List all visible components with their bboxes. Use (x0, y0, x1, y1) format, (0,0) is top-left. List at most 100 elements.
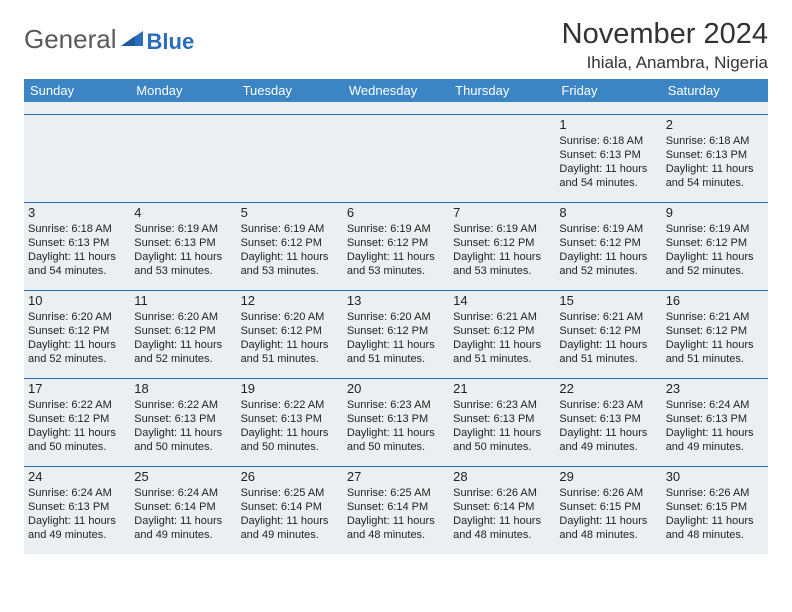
calendar-cell (343, 114, 449, 202)
sunset-line: Sunset: 6:13 PM (559, 412, 657, 426)
day-number: 28 (453, 469, 551, 486)
day-number: 13 (347, 293, 445, 310)
daylight-line: Daylight: 11 hours and 51 minutes. (347, 338, 445, 366)
calendar-cell: 10Sunrise: 6:20 AMSunset: 6:12 PMDayligh… (24, 290, 130, 378)
day-of-week-row: SundayMondayTuesdayWednesdayThursdayFrid… (24, 79, 768, 102)
dow-header: Monday (130, 79, 236, 102)
sunset-line: Sunset: 6:13 PM (453, 412, 551, 426)
daylight-line: Daylight: 11 hours and 53 minutes. (453, 250, 551, 278)
calendar-cell: 29Sunrise: 6:26 AMSunset: 6:15 PMDayligh… (555, 466, 661, 554)
calendar-cell: 9Sunrise: 6:19 AMSunset: 6:12 PMDaylight… (662, 202, 768, 290)
day-number: 5 (241, 205, 339, 222)
title-block: November 2024 Ihiala, Anambra, Nigeria (562, 18, 768, 73)
sunset-line: Sunset: 6:13 PM (559, 148, 657, 162)
daylight-line: Daylight: 11 hours and 48 minutes. (453, 514, 551, 542)
daylight-line: Daylight: 11 hours and 48 minutes. (347, 514, 445, 542)
calendar-cell: 18Sunrise: 6:22 AMSunset: 6:13 PMDayligh… (130, 378, 236, 466)
day-number: 6 (347, 205, 445, 222)
sunrise-line: Sunrise: 6:19 AM (453, 222, 551, 236)
sunrise-line: Sunrise: 6:24 AM (666, 398, 764, 412)
calendar-cell: 19Sunrise: 6:22 AMSunset: 6:13 PMDayligh… (237, 378, 343, 466)
sunrise-line: Sunrise: 6:26 AM (453, 486, 551, 500)
sunset-line: Sunset: 6:14 PM (453, 500, 551, 514)
sunset-line: Sunset: 6:12 PM (28, 412, 126, 426)
sunrise-line: Sunrise: 6:22 AM (28, 398, 126, 412)
calendar-cell (24, 114, 130, 202)
sunset-line: Sunset: 6:13 PM (241, 412, 339, 426)
sunset-line: Sunset: 6:12 PM (453, 324, 551, 338)
daylight-line: Daylight: 11 hours and 50 minutes. (347, 426, 445, 454)
day-number: 17 (28, 381, 126, 398)
daylight-line: Daylight: 11 hours and 49 minutes. (241, 514, 339, 542)
brand-logo: General Blue (24, 24, 194, 55)
brand-part2: Blue (147, 29, 195, 55)
calendar-cell: 4Sunrise: 6:19 AMSunset: 6:13 PMDaylight… (130, 202, 236, 290)
calendar-row: 1Sunrise: 6:18 AMSunset: 6:13 PMDaylight… (24, 114, 768, 202)
day-number: 3 (28, 205, 126, 222)
calendar-cell: 1Sunrise: 6:18 AMSunset: 6:13 PMDaylight… (555, 114, 661, 202)
day-number: 11 (134, 293, 232, 310)
daylight-line: Daylight: 11 hours and 54 minutes. (559, 162, 657, 190)
daylight-line: Daylight: 11 hours and 48 minutes. (666, 514, 764, 542)
daylight-line: Daylight: 11 hours and 48 minutes. (559, 514, 657, 542)
sunrise-line: Sunrise: 6:19 AM (666, 222, 764, 236)
daylight-line: Daylight: 11 hours and 49 minutes. (28, 514, 126, 542)
calendar-cell: 24Sunrise: 6:24 AMSunset: 6:13 PMDayligh… (24, 466, 130, 554)
sunrise-line: Sunrise: 6:22 AM (134, 398, 232, 412)
calendar-cell: 13Sunrise: 6:20 AMSunset: 6:12 PMDayligh… (343, 290, 449, 378)
sunrise-line: Sunrise: 6:21 AM (666, 310, 764, 324)
day-number: 25 (134, 469, 232, 486)
calendar-cell (130, 114, 236, 202)
sunset-line: Sunset: 6:15 PM (666, 500, 764, 514)
day-number: 26 (241, 469, 339, 486)
daylight-line: Daylight: 11 hours and 51 minutes. (453, 338, 551, 366)
sunrise-line: Sunrise: 6:23 AM (347, 398, 445, 412)
daylight-line: Daylight: 11 hours and 52 minutes. (666, 250, 764, 278)
day-number: 20 (347, 381, 445, 398)
day-number: 12 (241, 293, 339, 310)
day-number: 14 (453, 293, 551, 310)
sunrise-line: Sunrise: 6:23 AM (453, 398, 551, 412)
sunset-line: Sunset: 6:12 PM (666, 236, 764, 250)
sunset-line: Sunset: 6:12 PM (28, 324, 126, 338)
dow-header: Wednesday (343, 79, 449, 102)
calendar-cell: 14Sunrise: 6:21 AMSunset: 6:12 PMDayligh… (449, 290, 555, 378)
daylight-line: Daylight: 11 hours and 50 minutes. (241, 426, 339, 454)
calendar-cell: 21Sunrise: 6:23 AMSunset: 6:13 PMDayligh… (449, 378, 555, 466)
day-number: 7 (453, 205, 551, 222)
sunset-line: Sunset: 6:14 PM (134, 500, 232, 514)
daylight-line: Daylight: 11 hours and 53 minutes. (134, 250, 232, 278)
calendar-table: SundayMondayTuesdayWednesdayThursdayFrid… (24, 79, 768, 554)
sunrise-line: Sunrise: 6:18 AM (28, 222, 126, 236)
calendar-cell: 3Sunrise: 6:18 AMSunset: 6:13 PMDaylight… (24, 202, 130, 290)
calendar-row: 10Sunrise: 6:20 AMSunset: 6:12 PMDayligh… (24, 290, 768, 378)
daylight-line: Daylight: 11 hours and 49 minutes. (666, 426, 764, 454)
calendar-cell: 11Sunrise: 6:20 AMSunset: 6:12 PMDayligh… (130, 290, 236, 378)
day-number: 27 (347, 469, 445, 486)
calendar-row: 3Sunrise: 6:18 AMSunset: 6:13 PMDaylight… (24, 202, 768, 290)
sunset-line: Sunset: 6:12 PM (241, 236, 339, 250)
sunrise-line: Sunrise: 6:20 AM (28, 310, 126, 324)
daylight-line: Daylight: 11 hours and 54 minutes. (28, 250, 126, 278)
daylight-line: Daylight: 11 hours and 51 minutes. (241, 338, 339, 366)
sunrise-line: Sunrise: 6:19 AM (241, 222, 339, 236)
spacer-row (24, 102, 768, 114)
sunset-line: Sunset: 6:13 PM (28, 500, 126, 514)
sunrise-line: Sunrise: 6:21 AM (453, 310, 551, 324)
calendar-cell: 20Sunrise: 6:23 AMSunset: 6:13 PMDayligh… (343, 378, 449, 466)
daylight-line: Daylight: 11 hours and 54 minutes. (666, 162, 764, 190)
day-number: 16 (666, 293, 764, 310)
calendar-cell: 12Sunrise: 6:20 AMSunset: 6:12 PMDayligh… (237, 290, 343, 378)
sunrise-line: Sunrise: 6:23 AM (559, 398, 657, 412)
sunset-line: Sunset: 6:12 PM (347, 324, 445, 338)
calendar-cell: 2Sunrise: 6:18 AMSunset: 6:13 PMDaylight… (662, 114, 768, 202)
calendar-cell: 23Sunrise: 6:24 AMSunset: 6:13 PMDayligh… (662, 378, 768, 466)
day-number: 23 (666, 381, 764, 398)
calendar-cell: 6Sunrise: 6:19 AMSunset: 6:12 PMDaylight… (343, 202, 449, 290)
sunset-line: Sunset: 6:13 PM (666, 148, 764, 162)
daylight-line: Daylight: 11 hours and 52 minutes. (28, 338, 126, 366)
dow-header: Tuesday (237, 79, 343, 102)
sunset-line: Sunset: 6:12 PM (559, 324, 657, 338)
location-text: Ihiala, Anambra, Nigeria (562, 53, 768, 73)
calendar-cell (237, 114, 343, 202)
